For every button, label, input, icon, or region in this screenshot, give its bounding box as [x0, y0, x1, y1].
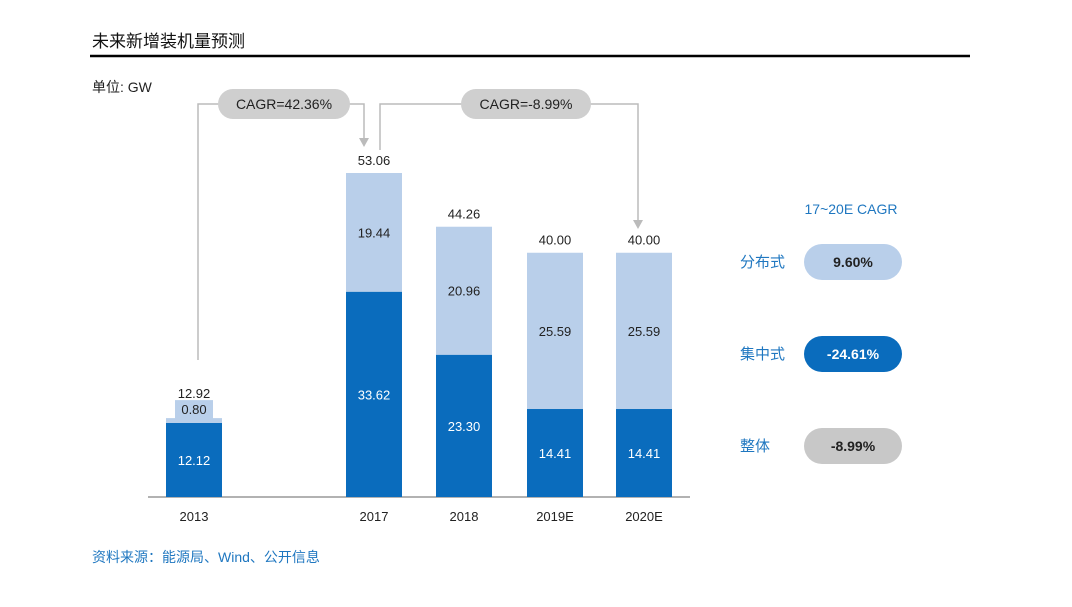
bar-total-label: 53.06: [358, 153, 391, 168]
cagr-badge-1-text: CAGR=42.36%: [236, 96, 332, 112]
x-tick-label: 2017: [360, 509, 389, 524]
cagr-item-value: 9.60%: [833, 254, 873, 270]
bar-centralized: [346, 291, 402, 497]
cagr-item-label: 集中式: [740, 346, 785, 363]
bar-value-label: 25.59: [539, 324, 572, 339]
bar-distributed: [346, 173, 402, 292]
bar-value-label: 25.59: [628, 324, 661, 339]
bar-centralized: [166, 422, 222, 497]
cagr-item-value: -24.61%: [827, 346, 880, 362]
bar-distributed: [616, 252, 672, 410]
x-tick-label: 2019E: [536, 509, 574, 524]
bar-centralized: [616, 409, 672, 497]
cagr-badge-1: [218, 89, 350, 119]
unit-label: 单位: GW: [92, 79, 153, 95]
bar-value-label: 23.30: [448, 419, 481, 434]
cagr-panel-title: 17~20E CAGR: [805, 201, 898, 217]
x-tick-label: 2013: [180, 509, 209, 524]
bar-value-label: 20.96: [448, 284, 481, 299]
bar-centralized: [527, 409, 583, 497]
bar-distributed: [166, 418, 222, 423]
bar-total-label: 40.00: [539, 233, 572, 248]
cagr-badge-2-text: CAGR=-8.99%: [480, 96, 573, 112]
bar-value-label: 14.41: [539, 446, 572, 461]
cagr-item-value: -8.99%: [831, 438, 876, 454]
bar-total-label: 44.26: [448, 207, 481, 222]
bar-value-label: 12.12: [178, 453, 211, 468]
cagr-connector-1: [197, 103, 365, 360]
cagr-item-pill: [804, 244, 902, 280]
source-note: 资料来源：能源局、Wind、公开信息: [92, 549, 320, 565]
arrow-head-1: [359, 138, 369, 147]
bar-value-label: 14.41: [628, 446, 661, 461]
cagr-connector-2: [379, 103, 639, 222]
bar-distributed: [527, 252, 583, 410]
cagr-item-label: 分布式: [740, 254, 785, 271]
cagr-badge-2: [461, 89, 591, 119]
x-tick-label: 2020E: [625, 509, 663, 524]
x-tick-label: 2018: [450, 509, 479, 524]
bar-total-label: 40.00: [628, 233, 661, 248]
arrow-head-2: [633, 220, 643, 229]
bar-centralized: [436, 354, 492, 497]
bar-value-label: 0.80: [181, 402, 206, 417]
cagr-item-pill: [804, 336, 902, 372]
cagr-item-pill: [804, 428, 902, 464]
bar-total-label: 12.92: [178, 386, 211, 401]
chart-title: 未来新增装机量预测: [92, 32, 245, 51]
bar-value-label: 19.44: [358, 225, 391, 240]
cagr-item-label: 整体: [740, 438, 770, 455]
bar-value-label: 33.62: [358, 387, 391, 402]
bar-distributed: [436, 226, 492, 355]
bar-label-bg: [175, 400, 213, 420]
